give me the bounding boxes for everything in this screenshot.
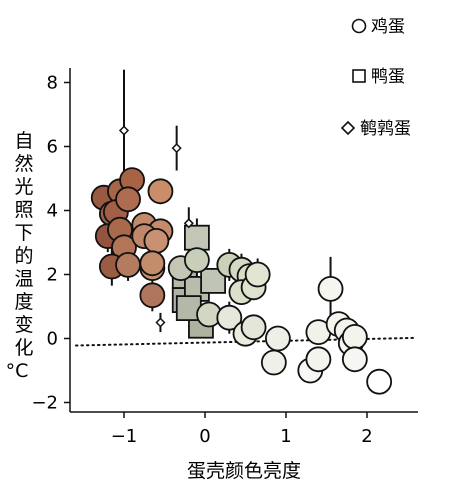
y-tick-label: 0: [47, 329, 58, 350]
legend-diamond-marker: [340, 120, 356, 136]
y-tick-label: 6: [47, 137, 58, 158]
y-tick-label: 2: [47, 265, 58, 286]
x-axis-title: 蛋壳颜色亮度: [187, 460, 301, 482]
x-tick-label: 0: [199, 426, 210, 447]
egg-duck-point: [183, 224, 210, 251]
legend-label: 鹌鹑蛋: [360, 119, 411, 139]
egg-chicken-point: [240, 314, 267, 341]
egg-chicken-point: [139, 282, 166, 309]
egg-chicken-point: [115, 186, 141, 213]
egg-quail-point: [171, 143, 182, 154]
y-tick-label: 8: [47, 73, 58, 94]
y-axis-unit: °C: [6, 360, 29, 382]
egg-chicken-point: [244, 261, 271, 288]
x-tick-label: −1: [111, 426, 138, 447]
egg-chicken-point: [216, 304, 243, 331]
axis-ticks: −2 0 2 4 6 8 −1 0 1 2: [31, 73, 372, 448]
legend-label: 鸡蛋: [371, 17, 405, 37]
data-markers: [90, 125, 393, 395]
axes: [69, 68, 418, 413]
egg-chicken-point: [183, 247, 210, 274]
egg-chicken-point: [147, 178, 174, 205]
egg-chicken-point: [341, 346, 368, 373]
legend-square-marker: [352, 69, 366, 83]
egg-chicken-point: [115, 251, 141, 278]
egg-chicken-point: [305, 346, 332, 373]
egg-chicken-point: [341, 323, 368, 350]
egg-quail-point: [118, 125, 130, 136]
egg-chicken-point: [260, 349, 287, 376]
egg-chicken-point: [317, 275, 344, 302]
legend-circle-marker: [351, 18, 367, 34]
egg-quail-point: [183, 218, 194, 229]
egg-chicken-point: [143, 227, 170, 254]
y-tick-label: 4: [47, 201, 58, 222]
egg-chicken-point: [264, 325, 291, 352]
egg-quail-point: [155, 317, 166, 328]
egg-chicken-point: [139, 250, 166, 277]
y-axis-title: 自然光照下的温度变化: [14, 130, 33, 359]
x-tick-label: 2: [361, 426, 372, 447]
legend-label: 鸭蛋: [371, 67, 405, 87]
y-tick-label: −2: [31, 393, 58, 414]
egg-chicken-point: [366, 368, 393, 395]
x-tick-label: 1: [280, 426, 291, 447]
